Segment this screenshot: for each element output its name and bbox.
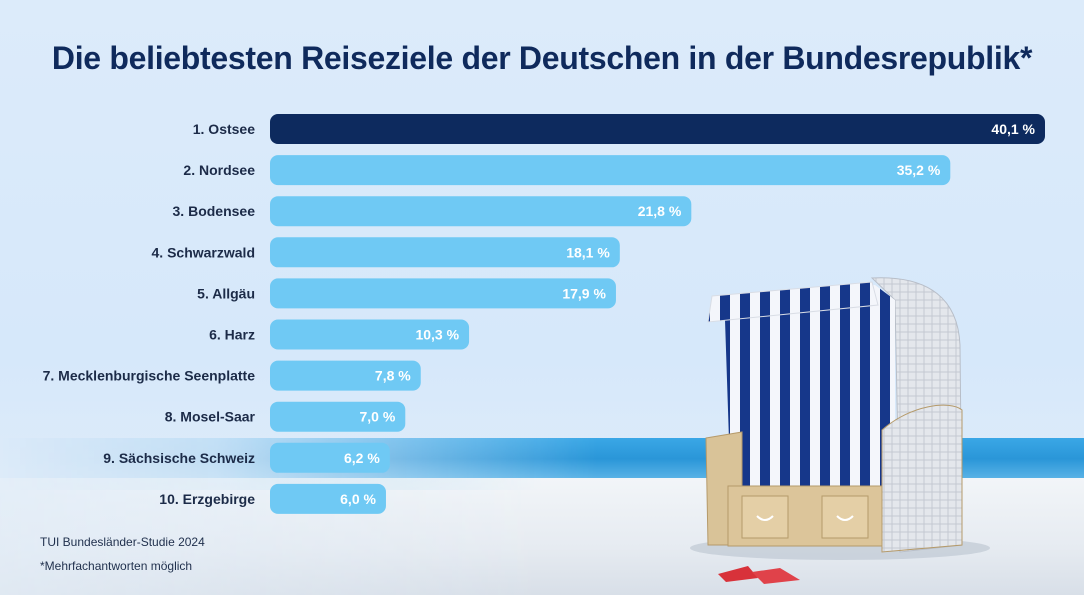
footnote: *Mehrfachantworten möglich [40, 559, 193, 573]
category-label: 7. Mecklenburgische Seenplatte [43, 368, 256, 384]
category-label: 10. Erzgebirge [159, 491, 255, 507]
bar-10 [270, 483, 386, 514]
category-label: 4. Schwarzwald [152, 244, 255, 260]
category-label: 2. Nordsee [183, 162, 255, 178]
bar-9 [270, 442, 390, 473]
value-label: 35,2 % [897, 162, 941, 178]
category-label: 5. Allgäu [197, 285, 255, 301]
bar-1 [270, 114, 1045, 144]
category-label: 3. Bodensee [173, 203, 256, 219]
bar-7 [270, 360, 421, 391]
bar-8 [270, 401, 406, 432]
beach-chair-illustration [690, 277, 990, 584]
value-label: 6,0 % [340, 491, 376, 507]
value-label: 7,8 % [375, 368, 411, 384]
bar-5 [270, 278, 616, 309]
bars-group: 1. Ostsee 40,1 % 2. Nordsee 35,2 % 3. Bodens… [43, 114, 1045, 514]
value-label: 6,2 % [344, 450, 380, 466]
bar-3 [270, 196, 692, 227]
source-note: TUI Bundesländer-Studie 2024 [40, 535, 205, 549]
value-label: 7,0 % [359, 409, 395, 425]
value-label: 17,9 % [562, 285, 606, 301]
bar-6 [270, 319, 470, 350]
value-label: 18,1 % [566, 244, 610, 260]
chart-title: Die beliebtesten Reiseziele der Deutsche… [51, 40, 1033, 76]
value-label: 21,8 % [638, 203, 682, 219]
value-label: 10,3 % [415, 327, 459, 343]
category-label: 1. Ostsee [193, 121, 255, 137]
value-label: 40,1 % [991, 121, 1035, 137]
category-label: 6. Harz [209, 327, 255, 343]
bar-4 [270, 237, 620, 268]
category-label: 8. Mosel-Saar [165, 409, 256, 425]
category-label: 9. Sächsische Schweiz [103, 450, 255, 466]
bar-2 [270, 155, 951, 186]
